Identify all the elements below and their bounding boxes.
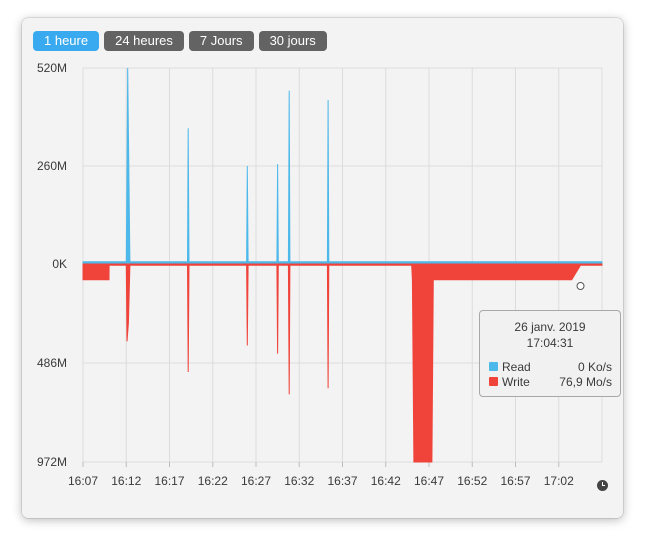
x-tick-label: 16:22: [198, 474, 228, 488]
tooltip-write-value: 76,9 Mo/s: [559, 375, 612, 389]
x-tick-label: 16:32: [284, 474, 314, 488]
tab-24-heures[interactable]: 24 heures: [104, 31, 184, 51]
hover-marker: [576, 282, 585, 290]
clock-icon[interactable]: [597, 480, 608, 491]
y-tick-label: 260M: [37, 159, 67, 173]
x-tick-label: 16:12: [111, 474, 141, 488]
tab-7-jours[interactable]: 7 Jours: [188, 31, 254, 51]
write-swatch: [489, 377, 498, 386]
tab-1-heure[interactable]: 1 heure: [33, 31, 100, 51]
tab-30-jours[interactable]: 30 jours: [258, 31, 327, 51]
x-tick-label: 17:02: [544, 474, 574, 488]
x-tick-label: 16:27: [241, 474, 271, 488]
tooltip-read-label: Read: [502, 360, 531, 374]
y-tick-label: 520M: [37, 61, 67, 75]
x-tick-label: 16:37: [327, 474, 357, 488]
read-swatch: [489, 362, 498, 371]
tooltip-row-write: Write 76,9 Mo/s: [489, 375, 612, 389]
tooltip-read-value: 0 Ko/s: [577, 360, 612, 374]
tooltip-write-label: Write: [502, 375, 530, 389]
disk-activity-panel: 1 heure 24 heures 7 Jours 30 jours 520M 2…: [22, 18, 623, 518]
x-tick-label: 16:47: [414, 474, 444, 488]
x-tick-label: 16:07: [68, 474, 98, 488]
y-tick-label: 972M: [37, 455, 67, 469]
chart-tooltip: 26 janv. 2019 17:04:31 Read 0 Ko/s Write…: [479, 310, 621, 397]
y-tick-label: 486M: [37, 356, 67, 370]
time-range-tabs: 1 heure 24 heures 7 Jours 30 jours: [33, 31, 332, 51]
x-tick-label: 16:42: [371, 474, 401, 488]
y-tick-label: 0K: [52, 257, 67, 271]
tooltip-row-read: Read 0 Ko/s: [489, 360, 612, 374]
series-read-area: [82, 67, 603, 265]
series-write-area: [82, 263, 603, 463]
tooltip-time: 17:04:31: [526, 336, 574, 350]
x-tick-label: 16:52: [457, 474, 487, 488]
tooltip-date: 26 janv. 2019: [514, 320, 586, 334]
x-tick-label: 16:17: [154, 474, 184, 488]
x-tick-label: 16:57: [500, 474, 530, 488]
